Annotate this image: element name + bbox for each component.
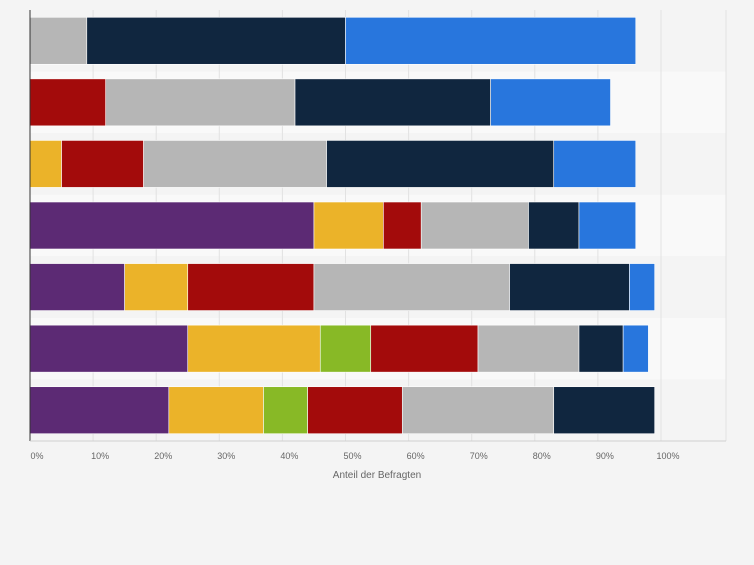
bar-segment — [143, 140, 327, 188]
bar-segment — [263, 386, 308, 435]
bar-segment — [124, 263, 189, 311]
x-tick-label: 50% — [343, 451, 361, 461]
x-axis-title: Anteil der Befragten — [333, 470, 421, 481]
bar-segment — [29, 201, 315, 250]
x-tick-label: 90% — [596, 451, 614, 461]
bar-segment — [29, 140, 62, 188]
bar-segment — [61, 140, 144, 188]
x-axis: 0% 10% 20% 30% 40% 50% 60% 70% 80% 90% 100% — [29, 10, 726, 461]
bar-segment — [313, 201, 384, 250]
bar-segment — [29, 324, 189, 373]
bar-segment — [29, 263, 125, 311]
x-tick-label: 60% — [407, 451, 425, 461]
bar-segment — [294, 78, 491, 127]
bar-segment — [528, 201, 580, 250]
bar-segment — [420, 201, 529, 250]
bar-segment — [168, 386, 264, 435]
bar-segment — [29, 16, 88, 65]
bar-segment — [509, 263, 630, 311]
bar-segment — [578, 201, 637, 250]
bar-segment — [383, 201, 422, 250]
bar-segment — [326, 140, 555, 188]
bar-segment — [490, 78, 611, 127]
bar-segment — [553, 140, 637, 188]
bar-segment — [307, 386, 403, 435]
x-tick-label: 0% — [30, 451, 43, 461]
x-tick-label: 70% — [470, 451, 488, 461]
bar-segment — [29, 78, 107, 127]
bar-segment — [187, 324, 321, 373]
bar-segment — [629, 263, 655, 311]
bar-segment — [29, 386, 170, 435]
bar-segment — [553, 386, 655, 435]
x-tick-label: 20% — [154, 451, 172, 461]
x-tick-label: 80% — [533, 451, 551, 461]
bar-segment — [319, 324, 372, 373]
bar-segment — [187, 263, 315, 311]
bar-segment — [401, 386, 555, 435]
bar-segment — [313, 263, 510, 311]
bar-segment — [86, 16, 346, 65]
bar-segment — [105, 78, 296, 127]
bars — [29, 16, 655, 435]
x-tick-label: 40% — [280, 451, 298, 461]
x-tick-label: 10% — [91, 451, 109, 461]
x-tick-label: 30% — [217, 451, 235, 461]
bar-segment — [345, 16, 637, 65]
x-tick-label: 100% — [656, 451, 679, 461]
bar-segment — [477, 324, 580, 373]
bar-segment — [578, 324, 624, 373]
bar-segment — [622, 324, 649, 373]
bar-segment — [370, 324, 479, 373]
